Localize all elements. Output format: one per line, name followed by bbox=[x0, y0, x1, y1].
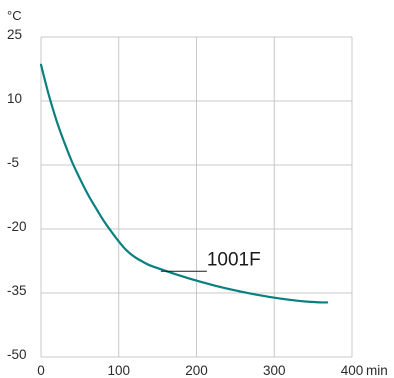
x-tick-label-3: 300 bbox=[263, 363, 286, 378]
y-axis-unit: °C bbox=[7, 8, 22, 23]
y-tick-label-3: -20 bbox=[7, 219, 27, 234]
x-tick-label-2: 200 bbox=[185, 363, 208, 378]
annotation: 1001F bbox=[160, 249, 261, 272]
x-axis-ticks: 0 100 200 300 400 min bbox=[37, 363, 388, 378]
y-tick-label-4: -35 bbox=[7, 283, 27, 298]
y-tick-label-0: 25 bbox=[7, 27, 22, 42]
annotation-label: 1001F bbox=[207, 249, 261, 270]
series-layer bbox=[39, 63, 329, 304]
x-axis-unit: min bbox=[366, 363, 388, 378]
y-tick-label-1: 10 bbox=[7, 91, 22, 106]
y-tick-label-2: -5 bbox=[7, 155, 19, 170]
series-line-0 bbox=[39, 63, 329, 304]
x-tick-label-1: 100 bbox=[107, 363, 130, 378]
y-tick-label-5: -50 bbox=[7, 347, 27, 362]
grid bbox=[40, 36, 353, 358]
x-tick-label-4: 400 bbox=[341, 363, 364, 378]
y-axis-ticks: 25 10 -5 -20 -35 -50 bbox=[7, 27, 27, 362]
x-tick-label-0: 0 bbox=[37, 363, 45, 378]
